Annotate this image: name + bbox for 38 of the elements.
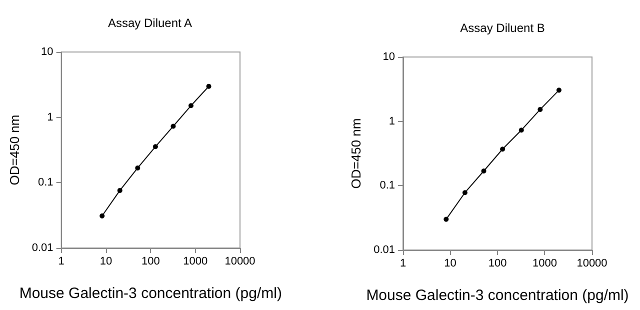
x-tick-label: 1000 — [532, 258, 557, 270]
point — [556, 88, 562, 93]
x-tick-label: 100 — [141, 256, 160, 268]
x-tick-label: 100 — [488, 258, 507, 270]
point — [518, 128, 524, 133]
x-tick-label: 1 — [400, 258, 406, 270]
point — [481, 168, 486, 174]
point — [152, 144, 158, 150]
chart-title: Assay Diluent B — [460, 21, 545, 35]
point — [462, 190, 468, 196]
y-tick-label: 10 — [382, 51, 395, 63]
y-tick-label: 0.1 — [38, 176, 54, 189]
x-tick-label: 1000 — [183, 256, 208, 268]
y-tick-label: 10 — [41, 46, 54, 58]
point — [100, 213, 105, 218]
y-tick-label: 0.01 — [374, 244, 395, 256]
point — [444, 216, 449, 222]
y-axis-title: OD=450 nm — [348, 118, 364, 189]
x-tick-label: 10000 — [224, 256, 256, 268]
x-axis-title: Mouse Galectin-3 concentration (pg/ml) — [366, 287, 629, 304]
y-tick-label: 1 — [388, 115, 395, 128]
y-tick-label: 1 — [47, 111, 54, 124]
point — [206, 84, 212, 89]
x-tick-label: 1 — [58, 256, 64, 268]
point — [135, 165, 140, 170]
y-tick-label: 0.01 — [32, 242, 54, 254]
x-tick-label: 10 — [444, 258, 456, 270]
y-axis-title: OD=450 nm — [7, 114, 22, 186]
y-tick-label: 0.1 — [380, 180, 395, 192]
point — [170, 124, 176, 129]
point — [500, 146, 506, 152]
x-tick-label: 10 — [100, 256, 112, 268]
x-axis-title: Mouse Galectin-3 concentration (pg/ml) — [19, 285, 282, 302]
point — [188, 103, 194, 108]
point — [538, 106, 543, 112]
point — [117, 188, 122, 193]
chart-title: Assay Diluent A — [108, 16, 192, 30]
x-tick-label: 10000 — [576, 258, 608, 270]
